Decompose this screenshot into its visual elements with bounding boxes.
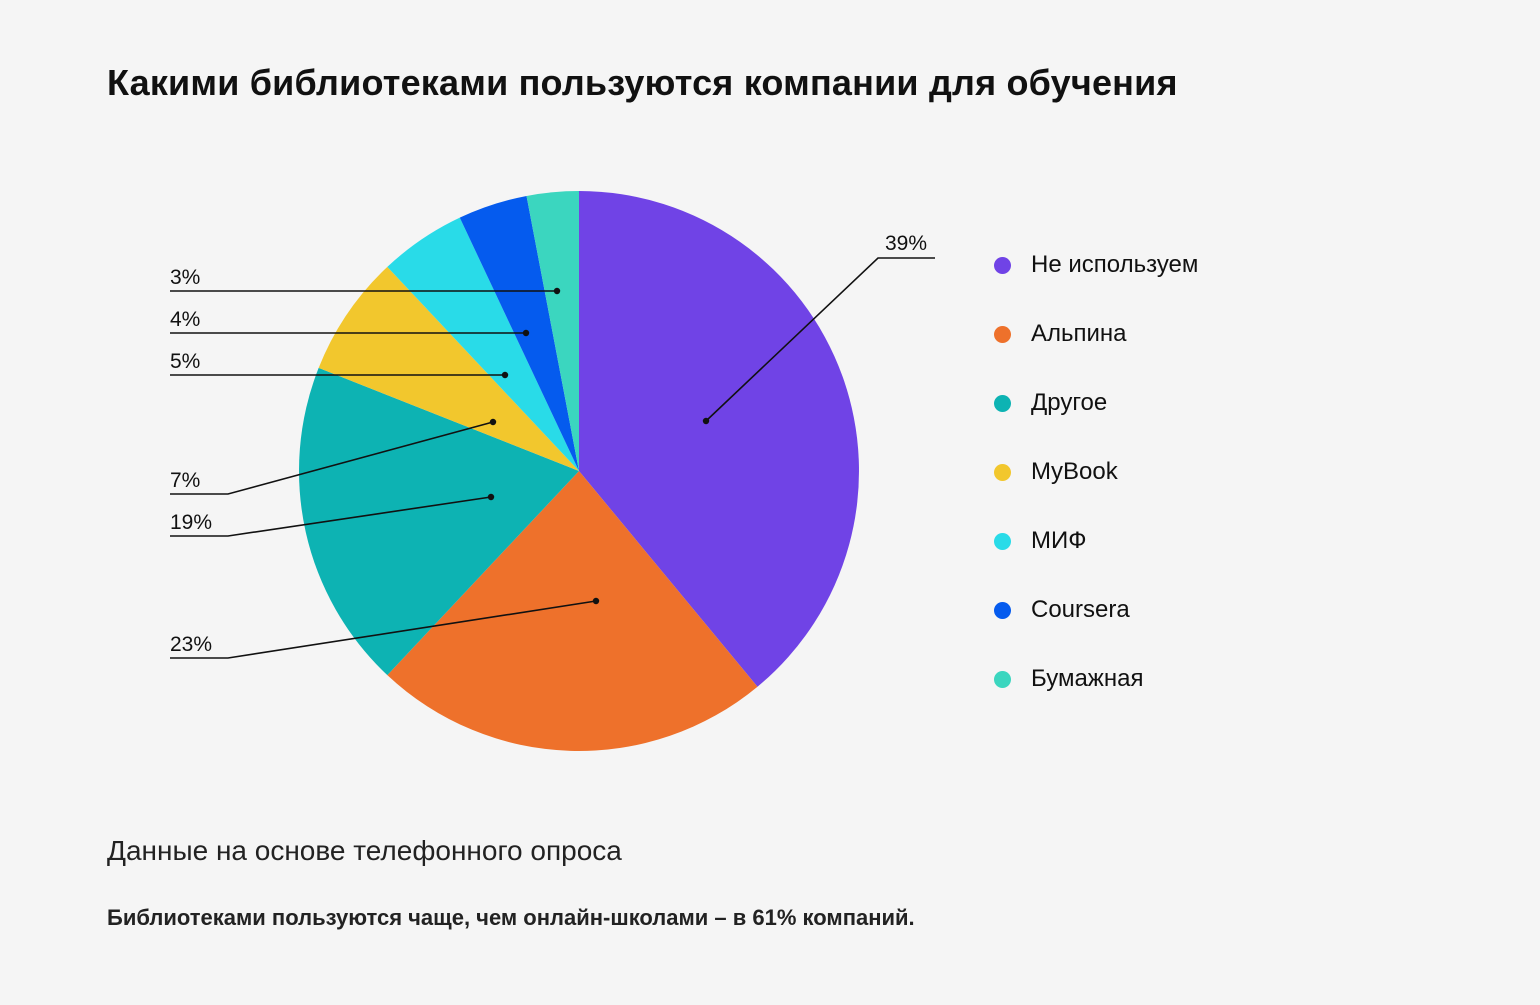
legend-swatch bbox=[994, 257, 1011, 274]
legend-item: Coursera bbox=[992, 591, 1198, 660]
legend-label: МИФ bbox=[1031, 527, 1087, 554]
pie-slice-5 bbox=[387, 217, 579, 471]
pie-labels: 39% 23% 19% 7% 5% 4% 3% bbox=[170, 232, 927, 656]
data-label-3: 19% bbox=[170, 511, 212, 534]
legend-label: Бумажная bbox=[1031, 665, 1144, 692]
legend-label: Другое bbox=[1031, 389, 1108, 416]
summary-text: Библиотеками пользуются чаще, чем онлайн… bbox=[107, 905, 915, 930]
legend-item: MyBook bbox=[992, 453, 1198, 522]
legend-item: Другое bbox=[992, 384, 1198, 453]
legend-item: Не используем bbox=[992, 246, 1198, 315]
data-label-4: 7% bbox=[170, 469, 200, 492]
leader-dot-3 bbox=[487, 493, 495, 501]
leader-dot-4 bbox=[489, 418, 497, 426]
legend-item: МИФ bbox=[992, 522, 1198, 591]
legend-label: Не используем bbox=[1031, 251, 1199, 278]
leader-dot-7 bbox=[553, 287, 561, 295]
legend-item: Бумажная bbox=[992, 660, 1198, 729]
legend-swatch bbox=[994, 533, 1011, 550]
data-label-7: 3% bbox=[170, 266, 200, 289]
pie-slices bbox=[299, 191, 859, 751]
pie-slice-3 bbox=[299, 367, 579, 676]
pie-slice-1 bbox=[579, 191, 859, 687]
leader-dot-6 bbox=[522, 329, 530, 337]
leader-dot-1 bbox=[702, 417, 710, 425]
pie-slice-4 bbox=[318, 266, 579, 471]
data-label-5: 5% bbox=[170, 350, 200, 373]
leader-dot-5 bbox=[501, 371, 509, 379]
legend-label: Альпина bbox=[1031, 320, 1127, 347]
data-label-1: 39% bbox=[885, 232, 927, 255]
leader-line-2 bbox=[170, 600, 597, 659]
leader-line-3 bbox=[170, 496, 492, 537]
legend-item: Альпина bbox=[992, 315, 1198, 384]
leader-line-4 bbox=[170, 421, 494, 495]
legend-swatch bbox=[994, 671, 1011, 688]
data-label-2: 23% bbox=[170, 633, 212, 656]
legend-swatch bbox=[994, 464, 1011, 481]
data-label-6: 4% bbox=[170, 308, 200, 331]
pie-slice-7 bbox=[526, 191, 579, 471]
legend-swatch bbox=[994, 326, 1011, 343]
source-note: Данные на основе телефонного опроса bbox=[107, 835, 622, 866]
leader-dot-2 bbox=[592, 597, 600, 605]
legend-swatch bbox=[994, 395, 1011, 412]
chart-legend: Не используем Альпина Другое MyBook МИФ Cours… bbox=[992, 246, 1198, 729]
chart-title: Какими библиотеками пользуются компании … bbox=[107, 62, 1178, 103]
pie-slice-2 bbox=[387, 471, 758, 751]
pie-leader-lines bbox=[170, 257, 935, 659]
legend-swatch bbox=[994, 602, 1011, 619]
legend-label: MyBook bbox=[1031, 458, 1118, 485]
leader-line-1 bbox=[705, 257, 935, 422]
legend-label: Coursera bbox=[1031, 596, 1130, 623]
